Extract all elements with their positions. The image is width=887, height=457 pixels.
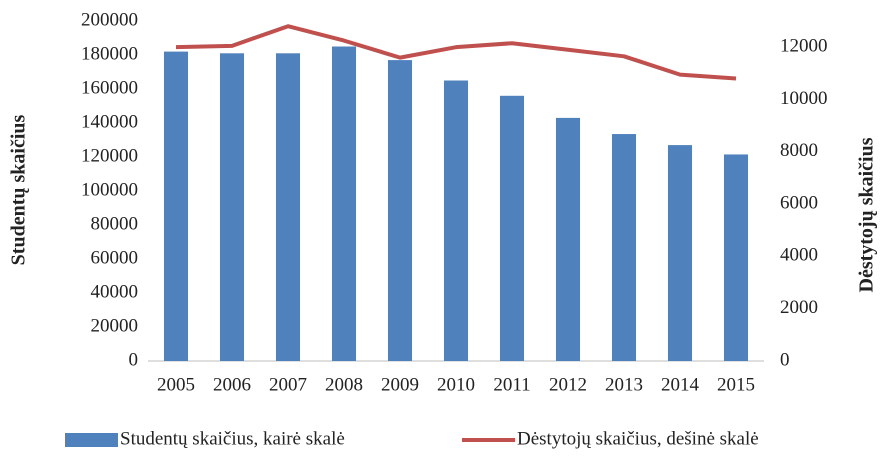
bar — [219, 53, 245, 362]
y2-tick-label: 10000 — [780, 88, 828, 109]
x-tick-label: 2012 — [549, 374, 587, 395]
y2-tick-label: 6000 — [780, 192, 818, 213]
legend-label: Dėstytojų skaičius, dešinė skalė — [517, 428, 759, 449]
bar — [331, 46, 357, 361]
bar — [667, 145, 693, 361]
y-tick-label: 60000 — [91, 247, 139, 268]
x-tick-label: 2005 — [157, 374, 195, 395]
y-tick-label: 140000 — [81, 111, 138, 132]
x-tick-label: 2009 — [381, 374, 419, 395]
y-tick-label: 160000 — [81, 77, 138, 98]
y-tick-label: 0 — [129, 349, 139, 370]
x-tick-label: 2006 — [213, 374, 251, 395]
bar — [443, 80, 469, 361]
legend-label: Studentų skaičius, kairė skalė — [120, 428, 345, 449]
bar — [387, 60, 413, 361]
x-tick-label: 2008 — [325, 374, 363, 395]
y2-axis-title: Dėstytojų skaičius — [856, 137, 878, 292]
y-tick-label: 180000 — [81, 43, 138, 64]
x-tick-label: 2015 — [717, 374, 755, 395]
y2-tick-label: 0 — [780, 349, 790, 370]
y-tick-label: 20000 — [91, 315, 139, 336]
legend-swatch — [65, 433, 118, 447]
bar — [275, 53, 301, 362]
line — [175, 24, 737, 81]
bar — [163, 51, 189, 361]
bar — [499, 95, 525, 362]
bar — [611, 134, 637, 361]
y-tick-label: 40000 — [91, 281, 139, 302]
bar — [723, 154, 749, 361]
x-tick-label: 2014 — [661, 374, 700, 395]
y2-tick-label: 8000 — [780, 140, 818, 161]
y-tick-label: 200000 — [81, 9, 138, 30]
bar — [555, 117, 581, 362]
y-axis-title: Studentų skaičius — [8, 114, 30, 265]
x-tick-label: 2013 — [605, 374, 643, 395]
x-tick-label: 2010 — [437, 374, 475, 395]
y-tick-label: 80000 — [91, 213, 139, 234]
x-tick-label: 2011 — [493, 374, 530, 395]
y2-tick-label: 12000 — [780, 36, 828, 57]
y2-tick-label: 4000 — [780, 245, 818, 266]
y-tick-label: 100000 — [81, 179, 138, 200]
y-tick-label: 120000 — [81, 145, 138, 166]
y2-tick-label: 2000 — [780, 297, 818, 318]
x-tick-label: 2007 — [269, 374, 307, 395]
